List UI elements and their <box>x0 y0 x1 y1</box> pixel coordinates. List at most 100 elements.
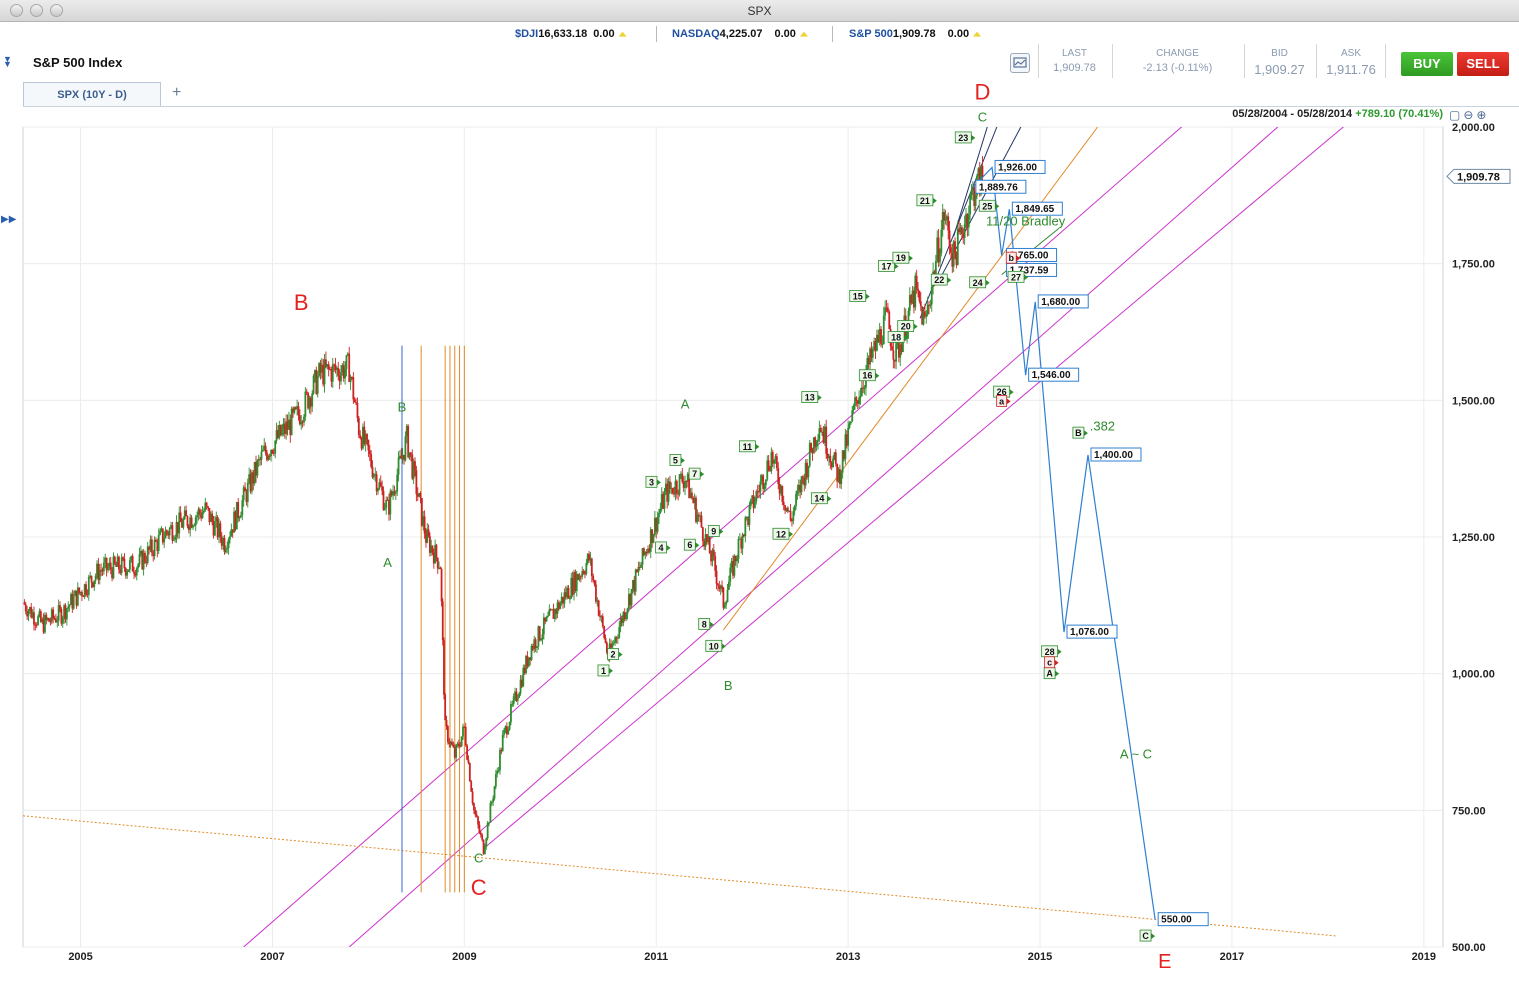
candle-body <box>504 726 507 730</box>
candle-body <box>854 397 856 407</box>
expand-icon[interactable]: ▶▶ <box>1 214 17 225</box>
candle-body <box>305 391 308 393</box>
candle-body <box>248 474 251 483</box>
wave-count-label: 20 <box>901 322 911 332</box>
candle-body <box>166 530 168 533</box>
candle-body <box>352 377 355 400</box>
candle-body <box>684 480 686 488</box>
candle-body <box>416 494 419 497</box>
candle-body <box>926 304 929 315</box>
candle-body <box>342 365 345 379</box>
candle-body <box>534 639 537 648</box>
candle-body <box>253 461 256 484</box>
candle-body <box>551 609 553 611</box>
candle-body <box>494 774 497 787</box>
candle-body <box>235 502 238 530</box>
candle-body <box>841 450 844 473</box>
candle-body <box>562 596 564 604</box>
candle-body <box>597 600 600 616</box>
buy-button[interactable]: BUY <box>1401 52 1453 76</box>
candle-body <box>762 475 765 489</box>
candle-body <box>829 455 832 463</box>
candle-body <box>478 824 481 833</box>
candle-body <box>819 428 822 433</box>
candle-body <box>383 507 386 510</box>
candle-body <box>193 525 196 527</box>
projection-label: 1,926.00 <box>998 162 1037 173</box>
candle-body <box>859 396 862 398</box>
ticker-dji[interactable]: $DJI16,633.18 0.00 <box>515 28 627 44</box>
candle-body <box>431 545 434 553</box>
candle-body <box>439 567 442 570</box>
candle-body <box>745 516 748 518</box>
candle-body <box>618 627 621 638</box>
candle-body <box>249 474 252 492</box>
candle-body <box>320 364 323 373</box>
candle-body <box>113 556 116 564</box>
candle-body <box>271 449 274 453</box>
candle-body <box>971 186 974 191</box>
candle-body <box>345 355 348 370</box>
sell-button[interactable]: SELL <box>1457 52 1509 76</box>
chart-settings-icon[interactable] <box>1010 53 1030 73</box>
candle-body <box>615 637 618 639</box>
y-tick-label: 1,250.00 <box>1452 532 1495 544</box>
candle-body <box>515 691 518 701</box>
candle-body <box>298 415 301 425</box>
candle-body <box>422 516 425 526</box>
candle-body <box>48 618 50 622</box>
zoom-in-icon[interactable]: ⊕ <box>1476 108 1490 122</box>
candle-body <box>281 429 283 436</box>
candle-body <box>734 555 737 562</box>
candle-body <box>882 315 885 345</box>
wave-count-pointer <box>709 621 714 628</box>
candle-body <box>948 230 951 248</box>
candle-body <box>190 517 193 528</box>
candle-body <box>555 609 558 614</box>
candle-body <box>185 510 188 517</box>
ticker-symbol: S&P 500 <box>849 28 893 40</box>
candle-body <box>541 634 544 639</box>
zoom-window-button[interactable] <box>50 4 63 17</box>
candle-body <box>270 449 272 457</box>
candle-body <box>533 639 536 650</box>
wave-count-pointer <box>1055 670 1060 677</box>
ticker-nasdaq[interactable]: NASDAQ4,225.07 0.00 <box>672 28 808 44</box>
candle-body <box>866 358 869 372</box>
candle-body <box>786 507 789 512</box>
candle-body <box>567 587 570 599</box>
candle-body <box>630 588 633 606</box>
candle-body <box>255 461 257 476</box>
candle-body <box>181 522 183 528</box>
candle-body <box>85 584 87 595</box>
candle-body <box>338 375 341 382</box>
candle-body <box>869 348 871 365</box>
add-tab-button[interactable]: + <box>172 84 182 101</box>
minimize-window-button[interactable] <box>30 4 43 17</box>
collapse-icon[interactable]: ▼ ▼ <box>3 54 12 69</box>
candle-body <box>936 237 939 262</box>
candle-body <box>137 564 140 569</box>
projection-label-box <box>975 179 1027 194</box>
candle-body <box>803 477 806 486</box>
candle-body <box>956 228 959 265</box>
wave-count-label: 2 <box>611 650 616 660</box>
candle-body <box>64 605 67 620</box>
candle-body <box>601 616 604 627</box>
zoom-out-icon[interactable]: ⊖ <box>1463 108 1477 122</box>
tab-spx-10y-d[interactable]: SPX (10Y - D) <box>23 82 161 106</box>
close-window-button[interactable] <box>10 4 23 17</box>
candle-body <box>922 311 925 325</box>
candle-body <box>973 186 976 206</box>
ticker-sp500[interactable]: S&P 5001,909.78 0.00 <box>849 28 982 44</box>
quote-ask-value: 1,911.76 <box>1326 62 1376 77</box>
candle-body <box>49 621 52 623</box>
zoom-reset-icon[interactable]: ▢ <box>1449 108 1464 122</box>
candle-body <box>917 288 919 291</box>
candle-body <box>822 431 825 443</box>
projection-label: 1,737.59 <box>1010 265 1049 276</box>
candle-body <box>714 555 717 571</box>
candle-body <box>434 544 437 564</box>
candle-body <box>171 525 174 541</box>
